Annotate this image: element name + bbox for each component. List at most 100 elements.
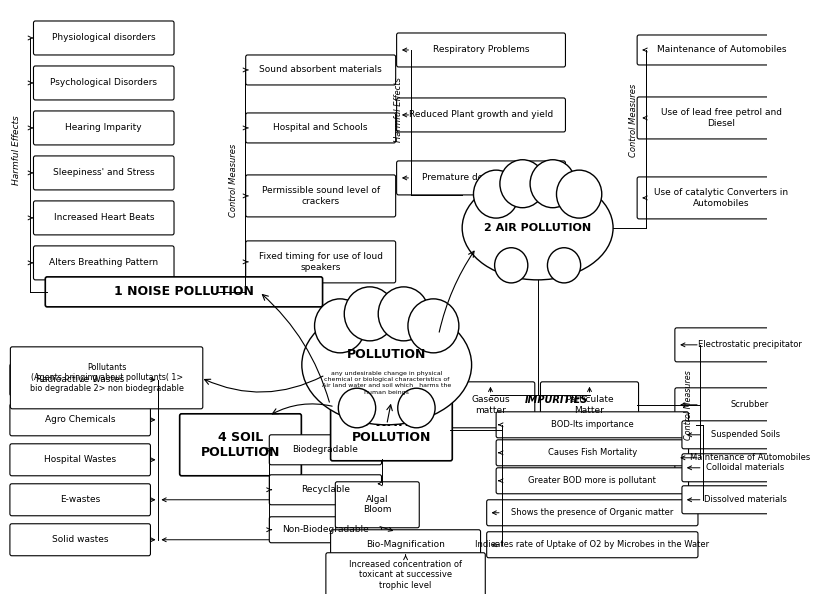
Text: 1 NOISE POLLUTION: 1 NOISE POLLUTION [114, 285, 254, 298]
FancyBboxPatch shape [10, 364, 150, 396]
Text: Fixed timing for use of loud
speakers: Fixed timing for use of loud speakers [259, 252, 383, 271]
Text: Premature death of plants: Premature death of plants [422, 173, 541, 182]
Text: Hospital and Schools: Hospital and Schools [273, 124, 368, 132]
Text: Hearing Imparity: Hearing Imparity [65, 124, 142, 132]
FancyBboxPatch shape [269, 517, 381, 543]
Text: Harmful Effects: Harmful Effects [393, 77, 402, 143]
Text: Causes Fish Mortality: Causes Fish Mortality [548, 448, 637, 457]
FancyBboxPatch shape [33, 246, 174, 280]
Text: POLLUTION: POLLUTION [347, 348, 426, 361]
Text: Shows the presence of Organic matter: Shows the presence of Organic matter [511, 508, 673, 517]
Text: Bio-Magnification: Bio-Magnification [366, 541, 445, 549]
FancyBboxPatch shape [487, 500, 698, 526]
Text: 2 AIR POLLUTION: 2 AIR POLLUTION [484, 223, 591, 233]
Text: Solid wastes: Solid wastes [52, 535, 108, 544]
Text: Increased concentration of
toxicant at successive
trophic level: Increased concentration of toxicant at s… [349, 560, 462, 590]
Text: IMPURITIES: IMPURITIES [525, 395, 588, 405]
Text: Particulate
Matter: Particulate Matter [565, 395, 614, 415]
FancyBboxPatch shape [682, 454, 808, 482]
FancyBboxPatch shape [269, 435, 381, 465]
FancyBboxPatch shape [335, 482, 420, 527]
FancyBboxPatch shape [10, 524, 150, 556]
Text: Gaseous
matter: Gaseous matter [472, 395, 510, 415]
FancyBboxPatch shape [682, 486, 808, 514]
Text: 5 WATER
POLLUTION: 5 WATER POLLUTION [352, 416, 431, 444]
Text: Scrubber: Scrubber [731, 400, 769, 409]
FancyBboxPatch shape [675, 388, 813, 422]
Text: BOD-Its importance: BOD-Its importance [551, 421, 633, 429]
FancyBboxPatch shape [496, 468, 689, 494]
Text: E-wastes: E-wastes [60, 495, 100, 504]
FancyBboxPatch shape [33, 156, 174, 190]
FancyBboxPatch shape [496, 440, 689, 466]
FancyBboxPatch shape [10, 484, 150, 516]
Text: Greater BOD more is pollutant: Greater BOD more is pollutant [528, 476, 656, 485]
FancyBboxPatch shape [637, 97, 806, 139]
Text: Sound absorbent materials: Sound absorbent materials [259, 65, 382, 74]
FancyBboxPatch shape [10, 444, 150, 476]
Text: Control Measures: Control Measures [684, 370, 693, 440]
Text: Non-Biodegradable: Non-Biodegradable [282, 525, 369, 534]
Ellipse shape [302, 305, 472, 425]
Circle shape [398, 388, 435, 428]
FancyBboxPatch shape [541, 382, 638, 428]
Circle shape [547, 248, 580, 283]
Text: 4 SOIL
POLLUTION: 4 SOIL POLLUTION [201, 431, 280, 459]
FancyBboxPatch shape [269, 475, 381, 505]
FancyBboxPatch shape [10, 404, 150, 436]
Ellipse shape [462, 176, 613, 280]
Text: Reduced Plant growth and yield: Reduced Plant growth and yield [409, 110, 553, 119]
Text: Maintenance of Automobiles: Maintenance of Automobiles [689, 453, 810, 462]
Text: Biodegradable: Biodegradable [293, 446, 359, 454]
FancyBboxPatch shape [397, 33, 566, 67]
Circle shape [315, 299, 366, 353]
Text: Increased Heart Beats: Increased Heart Beats [54, 213, 154, 222]
Text: Use of lead free petrol and
Diesel: Use of lead free petrol and Diesel [661, 108, 782, 128]
FancyBboxPatch shape [637, 177, 806, 219]
FancyBboxPatch shape [331, 399, 452, 461]
FancyBboxPatch shape [33, 111, 174, 145]
Circle shape [344, 287, 395, 341]
Text: Use of catalytic Converters in
Automobiles: Use of catalytic Converters in Automobil… [654, 188, 789, 208]
Circle shape [408, 299, 459, 353]
Circle shape [473, 170, 519, 218]
FancyBboxPatch shape [246, 241, 396, 283]
Text: Physiological disorders: Physiological disorders [52, 33, 155, 43]
Text: Control Measures: Control Measures [229, 143, 238, 217]
Text: Colloidal materials: Colloidal materials [706, 463, 785, 472]
FancyBboxPatch shape [246, 113, 396, 143]
Text: Suspended Soils: Suspended Soils [711, 430, 780, 440]
FancyBboxPatch shape [33, 21, 174, 55]
FancyBboxPatch shape [33, 201, 174, 235]
Text: Agro Chemicals: Agro Chemicals [45, 415, 115, 424]
FancyBboxPatch shape [675, 441, 813, 475]
Text: Respiratory Problems: Respiratory Problems [433, 46, 529, 55]
FancyBboxPatch shape [246, 55, 396, 85]
Text: Sleepiness' and Stress: Sleepiness' and Stress [53, 169, 154, 178]
FancyBboxPatch shape [397, 161, 566, 195]
Circle shape [494, 248, 528, 283]
FancyBboxPatch shape [496, 412, 689, 438]
Text: Harmful Effects: Harmful Effects [12, 115, 21, 185]
Circle shape [500, 160, 546, 208]
Text: Psychological Disorders: Psychological Disorders [50, 78, 157, 87]
FancyBboxPatch shape [11, 347, 202, 409]
Text: Radioactive Wastes: Radioactive Wastes [36, 375, 124, 384]
FancyBboxPatch shape [331, 530, 480, 560]
FancyBboxPatch shape [46, 277, 323, 307]
Circle shape [378, 287, 429, 341]
Text: Recyclable: Recyclable [301, 485, 350, 494]
Circle shape [530, 160, 576, 208]
FancyBboxPatch shape [682, 421, 808, 449]
Text: Algal
Bloom: Algal Bloom [363, 495, 392, 514]
Circle shape [556, 170, 602, 218]
Circle shape [338, 388, 376, 428]
Text: Indicates rate of Uptake of O2 by Microbes in the Water: Indicates rate of Uptake of O2 by Microb… [476, 541, 710, 549]
FancyBboxPatch shape [637, 35, 806, 65]
Text: Permissible sound level of
crackers: Permissible sound level of crackers [262, 186, 380, 206]
FancyBboxPatch shape [675, 328, 813, 362]
Text: Electrostatic precipitator: Electrostatic precipitator [698, 340, 802, 349]
Text: Maintenance of Automobiles: Maintenance of Automobiles [657, 46, 786, 55]
FancyBboxPatch shape [33, 66, 174, 100]
FancyBboxPatch shape [446, 382, 535, 428]
